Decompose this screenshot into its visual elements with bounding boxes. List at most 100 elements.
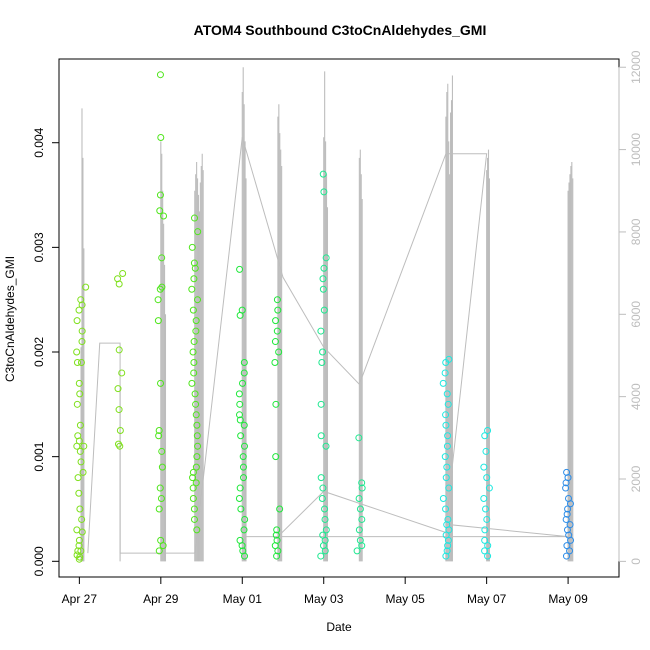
data-point [275, 348, 283, 356]
y-tick-label: 0.000 [32, 546, 46, 576]
data-point [157, 379, 165, 387]
y2-tick-label: 0 [629, 558, 643, 565]
data-point [73, 551, 81, 559]
x-tick-label: May 03 [304, 592, 344, 606]
data-point [156, 191, 164, 199]
data-point [355, 495, 363, 503]
y2-tick-label: 8000 [629, 218, 643, 245]
data-point [192, 400, 200, 408]
data-point [193, 421, 201, 429]
data-point [322, 526, 330, 534]
data-point [481, 547, 489, 555]
data-point [235, 495, 243, 503]
x-axis: Apr 27 Apr 29 May 01 May 03 May 05 May 07 May … [62, 576, 588, 606]
data-point [156, 285, 164, 293]
data-point [193, 526, 201, 534]
y-tick-label: 0.001 [32, 441, 46, 471]
data-point [77, 358, 85, 366]
data-point [482, 447, 490, 455]
data-point [118, 369, 126, 377]
data-point [73, 317, 81, 325]
data-point [239, 453, 247, 461]
data-point [156, 207, 164, 215]
data-point [443, 547, 451, 555]
data-point [190, 369, 198, 377]
data-point [273, 327, 281, 335]
altitude-layer [80, 67, 574, 562]
data-point [237, 505, 245, 513]
data-point [76, 421, 84, 429]
data-point [483, 515, 491, 523]
data-point [78, 528, 86, 536]
data-point [236, 416, 244, 424]
data-point [241, 515, 249, 523]
data-point [358, 484, 366, 492]
data-point [565, 495, 572, 503]
data-point [114, 440, 122, 448]
data-point [189, 474, 197, 482]
data-point [445, 355, 453, 363]
data-point [73, 348, 81, 356]
data-point [192, 479, 200, 487]
data-point [322, 254, 330, 262]
data-point [75, 489, 83, 497]
data-point [481, 526, 489, 534]
data-point [444, 400, 452, 408]
y2-tick-label: 6000 [629, 301, 643, 328]
data-point [319, 484, 327, 492]
data-point [77, 296, 85, 304]
data-point [480, 495, 488, 503]
secondary-y-axis: 0 2000 4000 6000 8000 10000 12000 [618, 50, 643, 565]
x-tick-label: Apr 27 [62, 592, 98, 606]
data-point [484, 552, 492, 560]
data-point [236, 400, 244, 408]
data-point [444, 515, 452, 523]
data-point [481, 536, 489, 544]
data-point [444, 542, 452, 550]
y-axis-title: C3toCnAldehydes_GMI [3, 256, 17, 382]
data-point [236, 265, 244, 273]
x-tick-label: May 09 [548, 592, 588, 606]
data-point [160, 212, 168, 220]
data-point [322, 442, 330, 450]
data-point [115, 346, 123, 354]
data-point [441, 369, 449, 377]
data-point [271, 358, 279, 366]
data-point [188, 243, 196, 251]
data-point [273, 296, 281, 304]
data-point [154, 296, 162, 304]
data-point [73, 400, 81, 408]
data-point [441, 453, 449, 461]
data-point [157, 536, 165, 544]
data-point [443, 521, 451, 529]
x-tick-label: May 05 [386, 592, 426, 606]
data-point [154, 317, 162, 325]
data-point [485, 484, 493, 492]
data-point [239, 463, 247, 471]
data-point [189, 468, 197, 476]
data-point [240, 474, 248, 482]
data-point [157, 495, 165, 503]
data-point [78, 327, 86, 335]
y2-tick-label: 12000 [629, 50, 643, 84]
data-point [155, 505, 163, 513]
x-tick-label: Apr 29 [143, 592, 179, 606]
y-tick-label: 0.002 [32, 337, 46, 367]
data-point [192, 411, 200, 419]
data-point [192, 327, 200, 335]
data-point [189, 484, 197, 492]
data-point [356, 505, 364, 513]
data-point [565, 531, 573, 539]
data-point [272, 453, 280, 461]
data-point [321, 515, 329, 523]
data-point [272, 317, 280, 325]
data-point [317, 432, 325, 440]
data-point [321, 505, 329, 513]
data-point [193, 453, 201, 461]
data-point [276, 505, 284, 513]
data-point [155, 426, 163, 434]
data-point [237, 432, 245, 440]
data-point [563, 468, 571, 476]
data-point [484, 426, 492, 434]
